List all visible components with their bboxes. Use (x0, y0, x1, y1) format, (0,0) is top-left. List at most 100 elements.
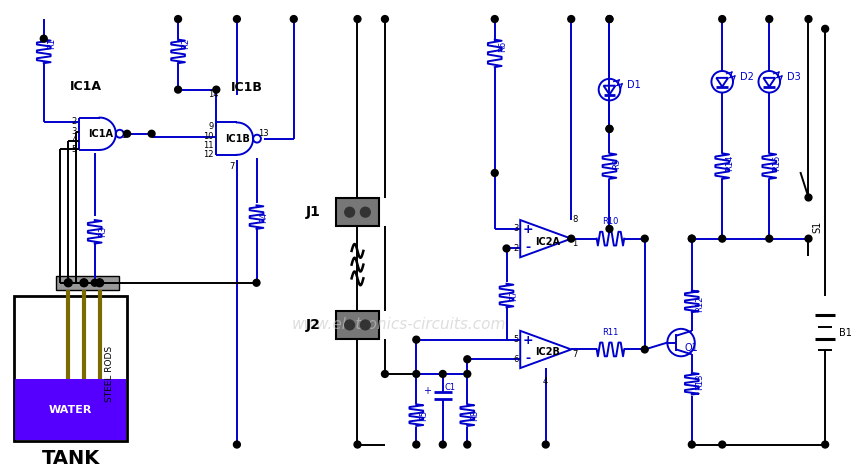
Circle shape (606, 125, 613, 132)
Circle shape (64, 279, 72, 287)
Text: C1: C1 (444, 383, 456, 392)
Circle shape (688, 235, 695, 242)
Circle shape (766, 235, 773, 242)
Text: D3: D3 (787, 72, 801, 82)
Circle shape (233, 16, 240, 23)
Text: 5: 5 (72, 145, 77, 154)
Text: 4: 4 (72, 136, 77, 145)
Text: 13: 13 (258, 129, 269, 138)
Circle shape (233, 441, 240, 448)
Text: R13: R13 (695, 374, 704, 390)
Circle shape (719, 235, 726, 242)
Circle shape (345, 207, 354, 217)
Circle shape (719, 441, 726, 448)
Bar (336, 311, 379, 339)
Bar (56, 276, 119, 290)
Circle shape (91, 279, 98, 286)
Circle shape (213, 86, 220, 93)
Circle shape (96, 279, 104, 287)
Text: J1: J1 (305, 205, 320, 219)
Text: 11: 11 (202, 141, 214, 150)
Circle shape (413, 370, 420, 377)
Circle shape (492, 16, 498, 23)
Text: R1: R1 (46, 38, 56, 49)
Circle shape (464, 356, 471, 363)
Circle shape (606, 226, 613, 232)
Circle shape (175, 86, 182, 93)
Text: R12: R12 (695, 295, 704, 312)
Text: IC2A: IC2A (535, 236, 560, 247)
Text: TANK: TANK (41, 449, 100, 468)
Text: IC1B: IC1B (226, 133, 251, 144)
Circle shape (345, 320, 354, 330)
Text: 5: 5 (513, 335, 518, 344)
Circle shape (253, 279, 260, 286)
Text: 2: 2 (513, 244, 518, 253)
Text: 10: 10 (202, 132, 214, 141)
Text: R10: R10 (602, 217, 619, 226)
Circle shape (360, 207, 371, 217)
Circle shape (464, 370, 471, 377)
Text: IC1A: IC1A (69, 80, 102, 93)
Text: R7: R7 (510, 290, 518, 301)
Circle shape (96, 279, 103, 286)
Circle shape (641, 346, 648, 353)
Circle shape (382, 370, 389, 377)
Text: R6: R6 (498, 41, 507, 52)
Circle shape (805, 194, 812, 201)
Text: 8: 8 (572, 214, 577, 224)
Circle shape (354, 441, 361, 448)
Circle shape (641, 235, 648, 242)
Text: D2: D2 (740, 72, 753, 82)
Circle shape (503, 245, 510, 252)
Circle shape (464, 441, 471, 448)
Text: -: - (525, 242, 530, 254)
Circle shape (822, 25, 829, 32)
Text: 9: 9 (208, 122, 214, 132)
Circle shape (568, 235, 575, 242)
Circle shape (124, 130, 130, 137)
Text: R4: R4 (259, 212, 269, 223)
Circle shape (175, 16, 182, 23)
Text: 7: 7 (229, 162, 235, 171)
Circle shape (568, 16, 575, 23)
Text: 14: 14 (208, 90, 219, 99)
Text: STEEL RODS: STEEL RODS (105, 346, 114, 402)
Circle shape (606, 125, 613, 132)
Text: 12: 12 (202, 150, 214, 159)
Circle shape (805, 16, 812, 23)
Circle shape (413, 336, 420, 343)
Bar (15, 379, 126, 439)
Text: B1: B1 (839, 328, 852, 338)
Text: IC1B: IC1B (231, 81, 263, 94)
Text: 1: 1 (572, 239, 577, 248)
Circle shape (81, 279, 88, 286)
Circle shape (80, 279, 88, 287)
Circle shape (542, 441, 549, 448)
Circle shape (65, 279, 72, 286)
Circle shape (439, 441, 446, 448)
Text: 4: 4 (543, 377, 548, 386)
Text: 3: 3 (72, 127, 77, 136)
Circle shape (766, 16, 773, 23)
Text: WATER: WATER (49, 405, 93, 415)
Circle shape (413, 441, 420, 448)
Circle shape (606, 16, 613, 23)
Circle shape (719, 16, 726, 23)
Text: IC2B: IC2B (535, 347, 560, 357)
Text: R2: R2 (181, 38, 190, 49)
Text: Q1: Q1 (685, 344, 698, 353)
Circle shape (805, 235, 812, 242)
Text: 6: 6 (513, 355, 518, 364)
Circle shape (606, 16, 613, 23)
Text: 7: 7 (572, 350, 577, 359)
Circle shape (148, 130, 155, 137)
Text: -: - (525, 352, 530, 365)
Text: IC1A: IC1A (88, 129, 113, 139)
Text: R3: R3 (98, 226, 106, 237)
Circle shape (40, 35, 47, 42)
Text: +: + (423, 385, 431, 396)
Circle shape (688, 235, 695, 242)
Circle shape (822, 441, 829, 448)
Text: R8: R8 (470, 409, 480, 421)
